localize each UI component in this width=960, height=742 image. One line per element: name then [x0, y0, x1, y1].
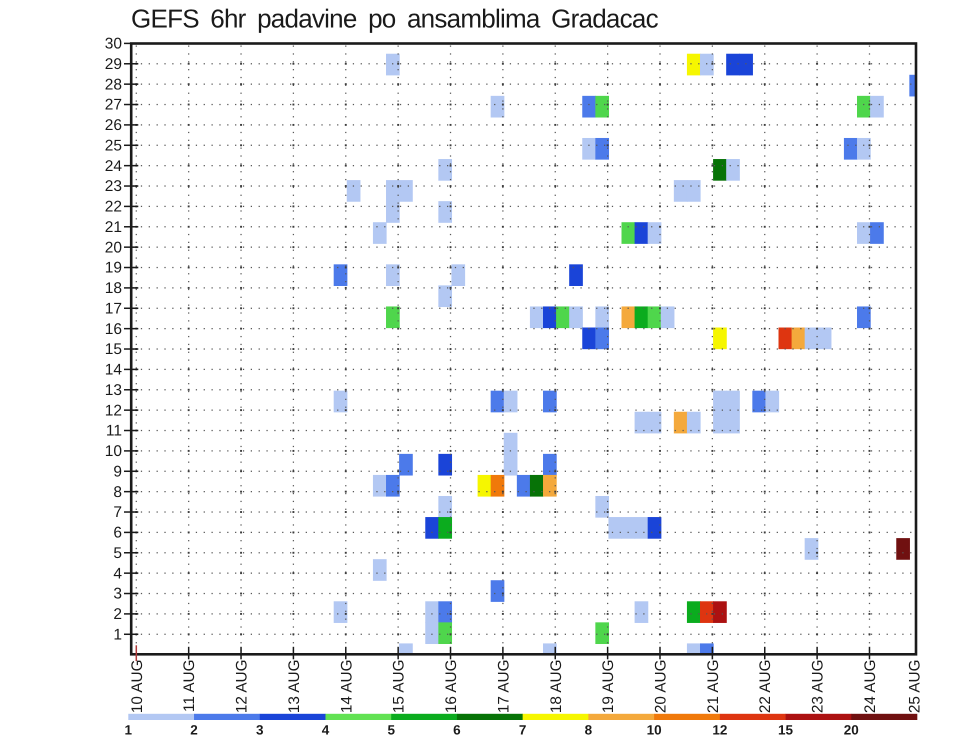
svg-text:25: 25 [105, 137, 122, 154]
svg-text:14: 14 [105, 362, 123, 379]
svg-text:7: 7 [519, 723, 527, 738]
svg-text:10 AUG: 10 AUG [129, 660, 146, 714]
svg-text:22: 22 [105, 199, 122, 216]
svg-text:12 AUG: 12 AUG [234, 660, 251, 714]
svg-text:19 AUG: 19 AUG [600, 660, 617, 714]
svg-text:12: 12 [712, 723, 727, 738]
svg-text:10: 10 [647, 723, 662, 738]
svg-text:30: 30 [105, 36, 123, 53]
svg-text:25 AUG: 25 AUG [907, 660, 924, 714]
svg-text:2: 2 [190, 723, 198, 738]
svg-text:6: 6 [453, 723, 461, 738]
svg-text:21 AUG: 21 AUG [705, 660, 722, 714]
svg-text:GEFS 6hr padavine po ansamblim: GEFS 6hr padavine po ansamblima Gradacac [131, 4, 659, 34]
svg-text:16: 16 [105, 321, 122, 338]
svg-text:22 AUG: 22 AUG [757, 660, 774, 714]
svg-text:1: 1 [125, 723, 133, 738]
svg-text:26: 26 [105, 117, 122, 134]
svg-text:6: 6 [113, 525, 122, 542]
svg-text:23: 23 [105, 178, 122, 195]
svg-text:2: 2 [113, 606, 122, 623]
svg-text:15 AUG: 15 AUG [391, 660, 408, 714]
svg-text:16 AUG: 16 AUG [443, 660, 460, 714]
svg-text:28: 28 [105, 76, 122, 93]
svg-text:20 AUG: 20 AUG [653, 660, 670, 714]
svg-text:1: 1 [113, 626, 122, 643]
svg-text:5: 5 [387, 723, 395, 738]
svg-text:17: 17 [105, 300, 122, 317]
svg-text:17 AUG: 17 AUG [495, 660, 512, 714]
svg-text:20: 20 [844, 723, 859, 738]
svg-text:10: 10 [105, 443, 123, 460]
svg-text:18 AUG: 18 AUG [548, 660, 565, 714]
svg-text:18: 18 [105, 280, 122, 297]
svg-text:13: 13 [105, 382, 122, 399]
svg-text:4: 4 [322, 723, 330, 738]
svg-text:15: 15 [105, 341, 122, 358]
svg-text:29: 29 [105, 56, 122, 73]
svg-text:7: 7 [113, 504, 122, 521]
svg-text:24: 24 [105, 158, 123, 175]
svg-text:14 AUG: 14 AUG [338, 660, 355, 714]
svg-text:13 AUG: 13 AUG [286, 660, 303, 714]
svg-text:5: 5 [113, 545, 122, 562]
svg-text:19: 19 [105, 260, 122, 277]
svg-text:3: 3 [256, 723, 264, 738]
svg-text:12: 12 [105, 402, 122, 419]
svg-text:23 AUG: 23 AUG [810, 660, 827, 714]
svg-text:20: 20 [105, 239, 123, 256]
svg-text:8: 8 [585, 723, 593, 738]
svg-text:3: 3 [113, 586, 122, 603]
svg-text:15: 15 [778, 723, 794, 738]
svg-text:11: 11 [106, 423, 122, 440]
svg-text:27: 27 [105, 97, 122, 114]
svg-text:11 AUG: 11 AUG [181, 660, 198, 712]
svg-text:21: 21 [105, 219, 122, 236]
svg-text:4: 4 [113, 565, 122, 582]
svg-text:24 AUG: 24 AUG [862, 660, 879, 714]
svg-text:8: 8 [113, 484, 122, 501]
svg-text:9: 9 [113, 463, 122, 480]
